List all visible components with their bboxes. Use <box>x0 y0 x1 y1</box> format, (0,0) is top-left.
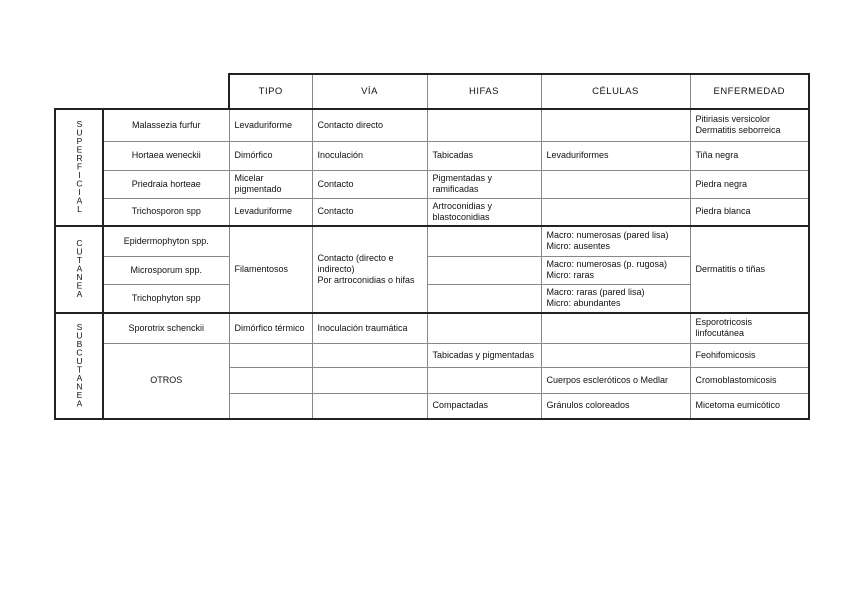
header-enfermedad: ENFERMEDAD <box>689 73 810 110</box>
group-label: CUTANEA <box>54 225 104 314</box>
group-label-text: SUPERFICIAL <box>74 119 85 213</box>
group-label: SUBCUTANEA <box>54 312 104 420</box>
table-row: SUPERFICIAL Malassezia furfur Levaduriform… <box>54 108 810 227</box>
group-label-text: SUBCUTANEA <box>74 322 85 407</box>
celulas-cell: Gránulos coloreados <box>540 392 691 420</box>
tipo-cell: Dimórfico <box>228 140 313 171</box>
enfermedad-cell: Esporotricosis linfocutánea <box>689 312 810 344</box>
via-cell: Inoculación <box>311 140 428 171</box>
group-label-text: CUTANEA <box>74 238 85 298</box>
group-label: SUPERFICIAL <box>54 108 104 227</box>
celulas-cell <box>540 169 691 199</box>
header-celulas: CÉLULAS <box>540 73 691 110</box>
hifas-cell <box>426 312 542 344</box>
fungi-classification-table: TIPO VÍA HIFAS CÉLULAS ENFERMEDAD SUPERF… <box>54 73 810 420</box>
via-cell <box>311 392 428 420</box>
hifas-cell <box>426 225 542 257</box>
via-cell: Contacto (directo e indirecto) Por artro… <box>311 225 428 314</box>
tipo-cell: Micelar pigmentado <box>228 169 313 199</box>
enfermedad-cell: Piedra blanca <box>689 197 810 227</box>
table-row: OTROS Tabicadas y pigmentadas Feohifomicos… <box>55 342 810 420</box>
hifas-cell: Tabicadas y pigmentadas <box>426 342 542 368</box>
table-row: Trichophyton spp Macro: raras (pared lisa… <box>55 283 809 314</box>
header-via: VÍA <box>311 73 428 110</box>
header-hifas: HIFAS <box>426 73 542 110</box>
table-row: Hortaea weneckii Dimórfico Inoculación Tabi… <box>55 140 810 171</box>
species-name: Hortaea weneckii <box>102 140 230 171</box>
tipo-cell: Levaduriforme <box>228 197 313 227</box>
via-cell <box>311 342 428 368</box>
enfermedad-cell: Piedra negra <box>689 169 810 199</box>
table-row: Priedraia horteae Micelar pigmentado Conta… <box>55 169 810 199</box>
hifas-cell <box>426 366 542 394</box>
tipo-cell <box>228 342 313 368</box>
tipo-cell: Levaduriforme <box>228 108 313 142</box>
hifas-cell <box>426 108 542 142</box>
via-cell <box>311 366 428 394</box>
via-cell: Contacto <box>311 197 428 227</box>
tipo-cell <box>228 366 313 394</box>
hifas-cell <box>426 255 542 285</box>
enfermedad-cell: Cromoblastomicosis <box>689 366 810 394</box>
hifas-cell <box>426 283 542 314</box>
celulas-cell: Macro: raras (pared lisa) Micro: abundan… <box>540 283 691 314</box>
otros-label: OTROS <box>102 342 230 420</box>
table-row: SUBCUTANEA Sporotrix schenckii Dimórfico t… <box>54 312 810 420</box>
celulas-cell <box>540 312 691 344</box>
table-row: CUTANEA Epidermophyton spp. Filamentosos Co… <box>54 225 810 314</box>
enfermedad-cell: Dermatitis o tiñas <box>689 225 810 314</box>
species-name: Sporotrix schenckii <box>102 312 230 344</box>
species-name: Epidermophyton spp. <box>102 225 230 257</box>
hifas-cell: Tabicadas <box>426 140 542 171</box>
hifas-cell: Compactadas <box>426 392 542 420</box>
enfermedad-cell: Feohifomicosis <box>689 342 810 368</box>
header-tipo: TIPO <box>228 73 313 110</box>
via-cell: Contacto directo <box>311 108 428 142</box>
table-row: Compactadas Gránulos coloreados Micetoma e… <box>55 392 810 420</box>
species-name: Microsporum spp. <box>102 255 230 285</box>
celulas-cell: Cuerpos escleróticos o Medlar <box>540 366 691 394</box>
hifas-cell: Artroconidias y blastoconidias <box>426 197 542 227</box>
celulas-cell <box>540 197 691 227</box>
species-name: Trichosporon spp <box>102 197 230 227</box>
header-row: TIPO VÍA HIFAS CÉLULAS ENFERMEDAD <box>55 73 810 110</box>
enfermedad-cell: Tiña negra <box>689 140 810 171</box>
table-row: Trichosporon spp Levaduriforme Contacto Art… <box>55 197 810 227</box>
via-cell: Contacto <box>311 169 428 199</box>
tipo-cell: Filamentosos <box>228 225 313 314</box>
species-name: Priedraia horteae <box>102 169 230 199</box>
celulas-cell <box>540 108 691 142</box>
species-name: Malassezia furfur <box>102 108 230 142</box>
via-cell: Inoculación traumática <box>311 312 428 344</box>
tipo-cell <box>228 392 313 420</box>
enfermedad-cell: Pitiriasis versicolor Dermatitis seborre… <box>689 108 810 142</box>
species-name: Trichophyton spp <box>102 283 230 314</box>
celulas-cell: Macro: numerosas (p. rugosa) Micro: rara… <box>540 255 691 285</box>
celulas-cell: Levaduriformes <box>540 140 691 171</box>
hifas-cell: Pigmentadas y ramificadas <box>426 169 542 199</box>
tipo-cell: Dimórfico térmico <box>228 312 313 344</box>
enfermedad-cell: Micetoma eumicótico <box>689 392 810 420</box>
blank-corner <box>55 74 230 109</box>
celulas-cell: Macro: numerosas (pared lisa) Micro: aus… <box>540 225 691 257</box>
celulas-cell <box>540 342 691 368</box>
